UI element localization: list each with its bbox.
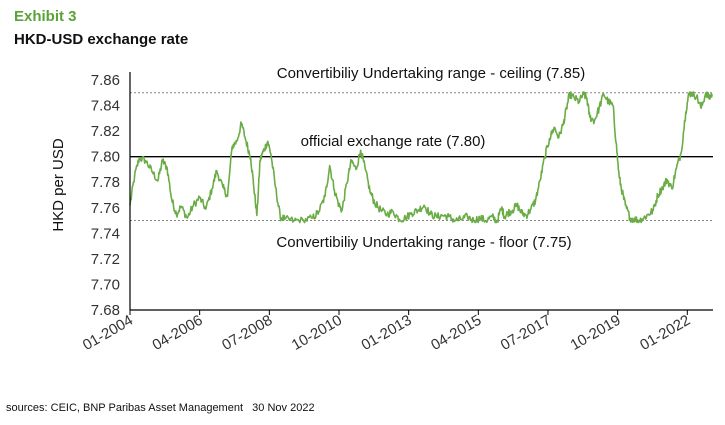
y-tick-label: 7.76 [91, 200, 120, 217]
y-tick-label: 7.72 [91, 251, 120, 268]
x-tick-label: 10-2010 [289, 312, 345, 354]
source-note: sources: CEIC, BNP Paribas Asset Managem… [6, 402, 315, 414]
exchange-rate-line [129, 91, 713, 224]
y-axis-label: HKD per USD [50, 138, 67, 232]
x-tick-label: 07-2008 [219, 312, 275, 354]
reference-lines [130, 92, 713, 222]
y-tick-label: 7.80 [91, 149, 120, 166]
y-tick-label: 7.84 [91, 98, 120, 115]
x-tick-label: 10-2019 [567, 312, 623, 354]
y-axis-ticks: 7.86 7.84 7.82 7.80 7.78 7.76 7.74 7.72 7.70 7.68 [91, 72, 120, 319]
floor-annotation: Convertibiliy Undertaking range - floor … [276, 234, 571, 251]
y-tick-label: 7.82 [91, 123, 120, 140]
y-tick-label: 7.68 [91, 302, 120, 319]
y-tick-label: 7.70 [91, 276, 120, 293]
x-tick-label: 01-2013 [358, 312, 414, 354]
x-tick-label: 04-2006 [149, 312, 205, 354]
x-axis-ticks: 01-2004 04-2006 07-2008 10-2010 01-2013 04-20… [80, 310, 693, 354]
chart-title: HKD-USD exchange rate [14, 31, 189, 48]
axes [129, 72, 713, 311]
exhibit-label: Exhibit 3 [14, 8, 77, 25]
y-tick-label: 7.86 [91, 72, 120, 89]
official-rate-annotation: official exchange rate (7.80) [301, 133, 486, 150]
x-tick-label: 04-2015 [428, 312, 484, 354]
x-tick-label: 01-2022 [637, 312, 693, 354]
series-group [129, 91, 713, 224]
ceiling-annotation: Convertibiliy Undertaking range - ceilin… [277, 65, 585, 82]
y-tick-label: 7.74 [91, 225, 120, 242]
y-tick-label: 7.78 [91, 174, 120, 191]
x-tick-label: 07-2017 [498, 312, 554, 354]
